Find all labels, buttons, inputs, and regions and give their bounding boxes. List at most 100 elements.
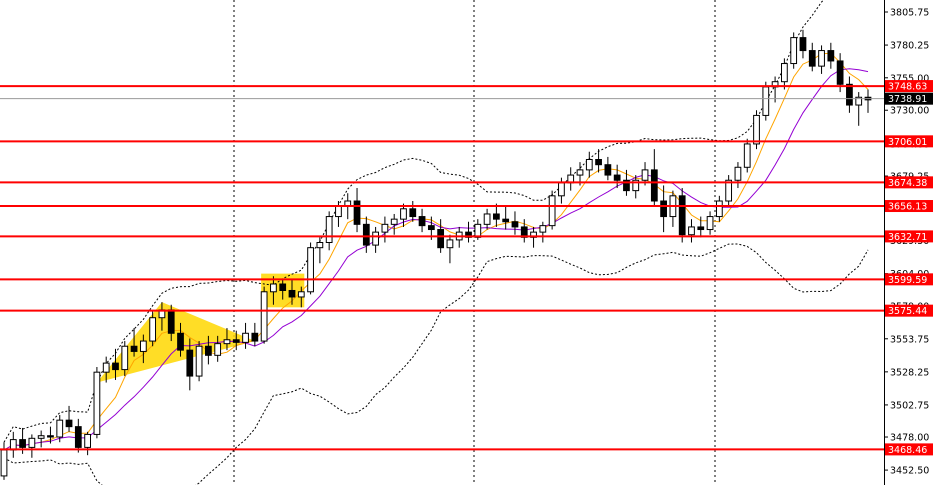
candle-body (753, 114, 760, 145)
candle-body (846, 83, 853, 106)
upper-band (3, 0, 825, 443)
candle-body (409, 208, 417, 218)
candle-body (623, 179, 630, 192)
level-price-label: 3468.46 (888, 445, 927, 456)
candle-body (558, 182, 565, 197)
price-axis-tick-label: 3730.00 (890, 106, 929, 117)
current-price-tag (885, 92, 933, 105)
candle-body (483, 213, 491, 225)
lower-band (3, 243, 869, 485)
level-price-label: 3656.13 (888, 202, 927, 213)
candle-body (762, 86, 770, 116)
candle-body (297, 291, 305, 298)
candle-body (437, 229, 445, 249)
candle-body (242, 332, 249, 343)
level-price-label: 3632.71 (888, 232, 927, 243)
candle-body (102, 362, 110, 373)
candle-body (725, 179, 733, 202)
level-price-tag (885, 304, 933, 317)
candle-body (539, 225, 547, 233)
candle-body (836, 60, 844, 85)
price-axis-tick-label: 3780.25 (890, 41, 929, 52)
candle-body (827, 50, 835, 62)
candle-body (279, 283, 287, 291)
candle-body (660, 200, 667, 218)
candle-body (390, 218, 398, 225)
candle-body (205, 345, 212, 356)
candle-body (715, 200, 723, 218)
candle-body (0, 449, 8, 477)
level-price-tag (885, 80, 933, 93)
candle-body (195, 345, 203, 377)
candle-body (362, 223, 370, 246)
price-axis-tick-label: 3478.00 (890, 433, 929, 444)
candle-body (335, 205, 342, 218)
candle-body (585, 159, 593, 171)
level-price-tag (885, 200, 933, 213)
candle-body (678, 195, 686, 236)
level-price-tag (885, 443, 933, 456)
level-price-label: 3748.63 (888, 82, 927, 93)
candle-body (19, 439, 26, 448)
candle-body (186, 349, 194, 377)
candle-body (167, 309, 175, 334)
candle-body (112, 362, 119, 371)
candle-body (706, 216, 714, 231)
candle-body (288, 289, 296, 298)
fast-moving-average (3, 52, 869, 451)
candle-body (121, 345, 129, 371)
price-axis-tick-label: 3502.75 (890, 400, 929, 411)
candle-body (781, 63, 788, 83)
candle-body (799, 37, 807, 52)
candle-body (446, 239, 454, 249)
level-price-label: 3575.44 (888, 306, 927, 317)
candle-body (502, 218, 510, 223)
candle-body (400, 208, 407, 220)
candle-body (650, 169, 658, 202)
candle-body (232, 339, 240, 343)
price-axis-tick-label: 3528.25 (890, 367, 929, 378)
candle-body (855, 96, 863, 106)
level-price-label: 3599.59 (888, 275, 927, 286)
candle-body (595, 159, 602, 166)
candle-body (808, 50, 816, 67)
candle-body (427, 225, 435, 231)
candle-body (613, 174, 621, 181)
candle-body (65, 419, 73, 428)
level-price-label: 3674.38 (888, 178, 927, 189)
candle-body (316, 242, 324, 249)
price-axis-tick-label: 3553.75 (890, 334, 929, 345)
candle-body (632, 179, 640, 192)
price-axis-tick-label: 3805.75 (890, 7, 929, 18)
candle-body (353, 200, 361, 225)
triangle-pattern (96, 302, 255, 383)
candle-body (56, 419, 64, 438)
candle-body (604, 164, 612, 176)
candle-body (790, 37, 798, 65)
candle-body (307, 247, 314, 293)
candle-body (177, 332, 184, 351)
candle-body (493, 213, 500, 220)
candle-body (270, 283, 277, 293)
slow-moving-average (3, 68, 869, 451)
candle-body (818, 50, 825, 67)
candle-body (93, 371, 101, 435)
candle-body (372, 231, 379, 246)
price-axis-tick-label: 3452.50 (890, 466, 929, 477)
candle-body (47, 435, 54, 438)
candle-body (260, 291, 268, 342)
candle-body (381, 223, 389, 233)
level-price-tag (885, 230, 933, 243)
candle-body (325, 216, 333, 244)
candle-body (697, 226, 705, 231)
candle-body (641, 169, 649, 181)
candle-body (511, 221, 519, 228)
candle-body (251, 332, 259, 342)
candle-body (37, 435, 45, 439)
candle-body (223, 339, 231, 345)
level-price-label: 3706.01 (888, 137, 927, 148)
level-price-tag (885, 135, 933, 148)
candle-body (548, 195, 556, 227)
